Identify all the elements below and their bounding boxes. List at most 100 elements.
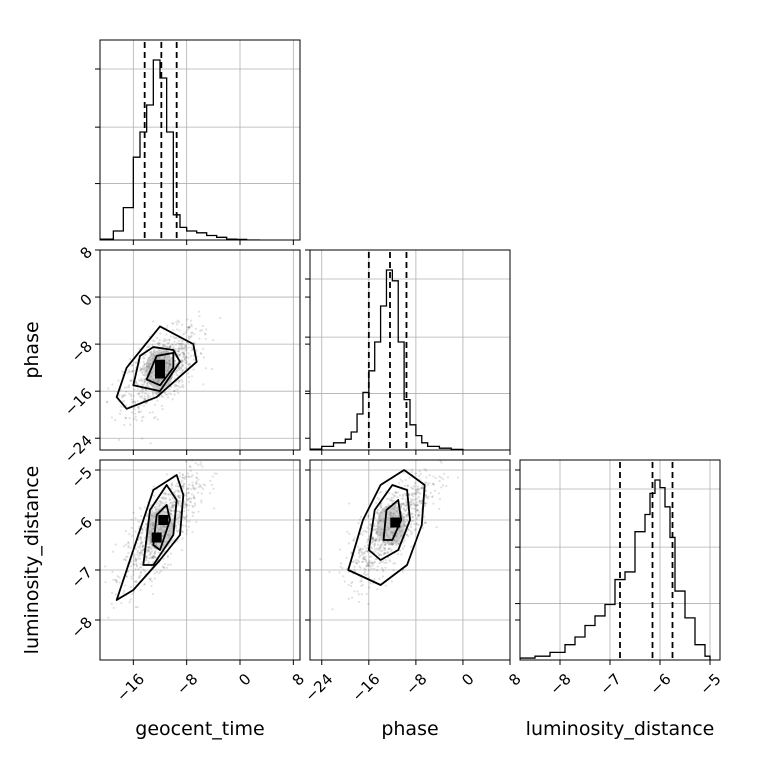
sample-point [146,346,149,349]
sample-point [146,358,150,362]
sample-point [411,492,414,495]
sample-point [360,551,364,554]
sample-point [388,518,391,521]
sample-point [178,496,181,499]
x-tick-label: 0 [458,670,477,689]
sample-point [390,514,393,517]
sample-point [352,539,355,542]
sample-point [168,355,171,358]
sample-point [130,526,133,529]
sample-point [376,528,379,531]
sample-point [150,354,153,357]
sample-point [147,345,150,349]
sample-point [185,520,188,523]
sample-point [184,356,187,359]
sample-point [164,501,168,504]
sample-point [166,346,169,349]
sample-point [163,344,166,347]
sample-point [369,524,372,527]
sample-point [417,474,421,478]
sample-point [128,533,131,536]
sample-point [385,506,388,509]
sample-point [411,515,415,519]
sample-point [158,378,161,381]
contour-level-3 [347,469,426,586]
sample-point [381,508,384,511]
sample-point [148,523,152,526]
sample-point [191,331,194,334]
sample-point [191,511,194,514]
sample-point [148,385,151,389]
sample-point [396,542,399,545]
sample-point [187,372,190,375]
sample-point [377,498,381,501]
sample-point [363,567,366,570]
sample-point [182,333,185,336]
sample-point [139,551,143,554]
sample-point [148,532,151,535]
sample-point [399,549,402,552]
sample-point [151,391,155,395]
sample-point [165,358,169,361]
sample-point [181,340,184,343]
sample-point [376,551,379,554]
sample-point [158,342,162,345]
sample-point [408,476,411,479]
sample-point [148,545,151,549]
sample-point [129,586,132,589]
sample-point [178,349,181,353]
sample-point [173,504,176,507]
sample-point [131,592,134,596]
sample-point [134,547,138,551]
sample-point [170,376,173,379]
sample-point [204,337,207,341]
sample-point [139,368,142,371]
sample-point [404,509,407,512]
sample-point [157,509,161,512]
sample-point [141,416,144,419]
sample-point [188,465,191,468]
sample-point [176,342,179,345]
sample-point [174,489,177,492]
sample-point [104,565,107,568]
sample-point [378,538,381,541]
sample-point [153,506,156,509]
sample-point [369,518,373,521]
sample-point [134,580,138,583]
sample-point [162,350,166,353]
sample-point [176,456,178,458]
sample-point [186,472,189,475]
sample-point [432,483,436,486]
sample-point [192,368,195,371]
sample-point [169,534,172,537]
sample-point [177,503,180,507]
sample-point [366,538,369,542]
sample-point [380,538,383,542]
sample-point [381,575,385,578]
sample-point [164,508,167,511]
sample-point [376,536,379,539]
sample-point [413,502,416,506]
sample-point [159,332,162,335]
y-axis-label-phase: phase [21,321,43,378]
y-tick-label: −6 [68,513,96,541]
sample-point [148,359,151,362]
sample-point [388,514,392,517]
sample-point [145,365,148,369]
sample-point [153,512,156,515]
sample-point [166,368,169,372]
sample-point [178,344,181,347]
sample-point [181,479,184,482]
sample-point [364,529,367,533]
sample-point [377,534,380,537]
sample-point [184,524,187,527]
sample-point [376,543,380,546]
sample-point [418,470,421,473]
sample-point [147,550,150,553]
sample-point [175,515,178,518]
panel-geocent_time-vs-geocent_time [95,39,301,245]
sample-point [384,566,387,569]
sample-point [182,485,185,488]
sample-point [144,556,147,559]
sample-point [146,362,150,365]
